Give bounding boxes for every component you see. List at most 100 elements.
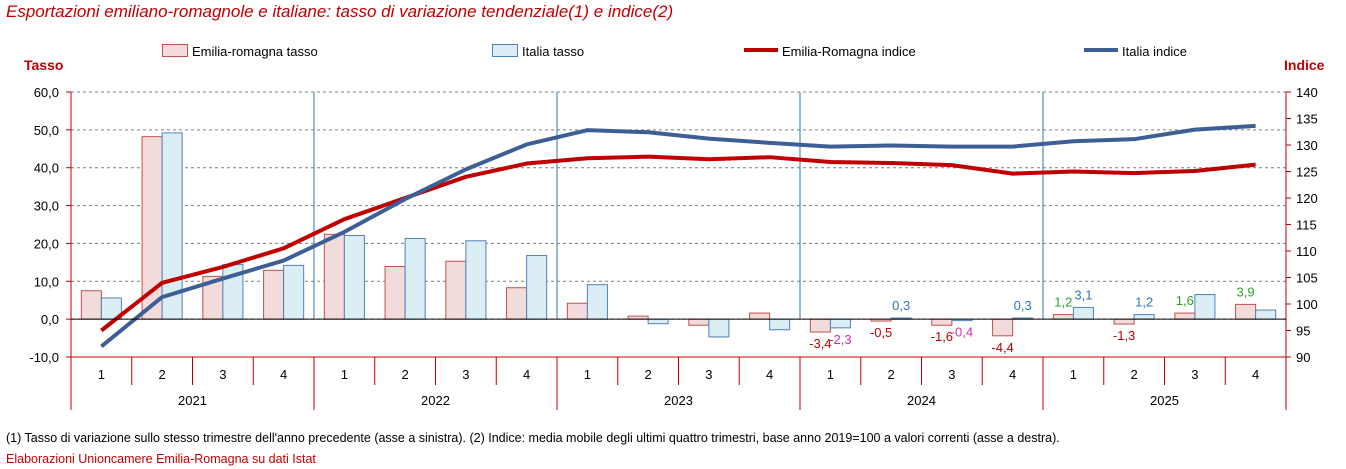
bar-er-tasso <box>992 318 1014 337</box>
x-tick-label: 4 <box>766 367 773 382</box>
data-label: 1,6 <box>1176 293 1194 308</box>
y-left-tick-label: 30,0 <box>34 199 59 214</box>
legend-swatch-it-tasso <box>492 44 518 57</box>
x-tick-label: 1 <box>827 367 834 382</box>
x-tick-label: 2 <box>645 367 652 382</box>
bar-er-tasso <box>688 318 710 326</box>
data-label: 3,1 <box>1074 287 1092 302</box>
x-tick-label: 3 <box>948 367 955 382</box>
bar-it-tasso <box>647 318 669 325</box>
x-tick-label: 1 <box>1070 367 1077 382</box>
bar-it-tasso <box>1255 309 1277 320</box>
x-tick-label: 4 <box>1009 367 1016 382</box>
legend-item-er-indice: Emilia-Romagna indice <box>744 44 916 59</box>
y-left-tick-label: 60,0 <box>34 85 59 100</box>
x-tick-label: 1 <box>341 367 348 382</box>
x-tick-label: 3 <box>219 367 226 382</box>
year-label: 2024 <box>907 393 936 408</box>
bar-er-tasso <box>323 233 345 320</box>
y-right-tick-label: 125 <box>1296 165 1318 180</box>
legend-swatch-er-indice <box>744 48 778 52</box>
source-note: Elaborazioni Unioncamere Emilia-Romagna … <box>6 452 316 466</box>
bar-er-tasso <box>263 269 285 320</box>
bar-er-tasso <box>445 260 467 320</box>
bar-er-tasso <box>384 266 406 320</box>
line-it-indice <box>100 123 1256 348</box>
y-left-tick-label: 50,0 <box>34 123 59 138</box>
x-tick-label: 4 <box>1252 367 1259 382</box>
bar-it-tasso <box>465 240 487 320</box>
data-label: 0,3 <box>892 298 910 313</box>
legend-item-it-tasso: Italia tasso <box>492 44 584 59</box>
bar-er-tasso <box>566 302 588 320</box>
y-right-tick-label: 110 <box>1296 244 1317 259</box>
data-label: 1,2 <box>1054 295 1072 310</box>
x-tick-label: 4 <box>280 367 287 382</box>
year-label: 2023 <box>664 393 693 408</box>
bar-er-tasso <box>1113 318 1135 325</box>
data-label: -1,3 <box>1113 328 1135 343</box>
y-right-tick-label: 100 <box>1296 297 1318 312</box>
y-right-tick-label: 140 <box>1296 85 1318 100</box>
legend-label: Italia tasso <box>522 44 585 59</box>
x-tick-label: 2 <box>888 367 895 382</box>
x-tick-label: 1 <box>98 367 105 382</box>
bar-it-tasso <box>769 318 791 331</box>
y-left-tick-label: -10,0 <box>29 350 59 365</box>
bar-er-tasso <box>809 318 831 333</box>
bar-it-tasso <box>526 255 548 320</box>
y-left-tick-label: 40,0 <box>34 161 59 176</box>
bar-it-tasso <box>708 318 730 338</box>
bar-it-tasso <box>343 234 365 320</box>
legend-label: Emilia-Romagna indice <box>782 44 916 59</box>
x-tick-label: 4 <box>523 367 530 382</box>
x-tick-label: 2 <box>402 367 409 382</box>
bar-it-tasso <box>1072 306 1094 320</box>
y-right-tick-label: 135 <box>1296 112 1318 127</box>
bar-er-tasso <box>506 287 528 320</box>
right-axis-title: Indice <box>1284 57 1325 73</box>
bar-er-tasso <box>931 318 953 326</box>
legend-item-er-tasso: Emilia-romagna tasso <box>162 44 318 59</box>
y-right-tick-label: 90 <box>1296 350 1310 365</box>
y-right-tick-label: 95 <box>1296 324 1310 339</box>
data-label: -4,4 <box>991 340 1013 355</box>
data-label: -2,3 <box>829 332 851 347</box>
legend-swatch-it-indice <box>1084 48 1118 52</box>
x-tick-label: 2 <box>1131 367 1138 382</box>
bar-it-tasso <box>1194 294 1216 320</box>
legend-swatch-er-tasso <box>162 44 188 57</box>
x-tick-label: 3 <box>705 367 712 382</box>
bar-er-tasso <box>1235 303 1257 320</box>
data-label: 1,2 <box>1135 295 1153 310</box>
bar-it-tasso <box>1133 314 1155 320</box>
footnote: (1) Tasso di variazione sullo stesso tri… <box>6 431 1060 445</box>
y-right-tick-label: 115 <box>1296 218 1317 233</box>
y-right-tick-label: 130 <box>1296 138 1318 153</box>
x-tick-label: 3 <box>1191 367 1198 382</box>
x-tick-label: 2 <box>159 367 166 382</box>
x-tick-label: 3 <box>462 367 469 382</box>
chart-title: Esportazioni emiliano-romagnole e italia… <box>6 2 674 21</box>
year-label: 2021 <box>178 393 207 408</box>
x-tick-label: 1 <box>584 367 591 382</box>
legend-item-it-indice: Italia indice <box>1084 44 1187 59</box>
y-right-tick-label: 120 <box>1296 191 1318 206</box>
bar-it-tasso <box>829 318 851 329</box>
data-label: -0,4 <box>951 325 973 340</box>
bar-it-tasso <box>586 284 608 320</box>
legend-label: Emilia-romagna tasso <box>192 44 318 59</box>
y-left-tick-label: 20,0 <box>34 236 59 251</box>
data-label: 0,3 <box>1014 298 1032 313</box>
bar-er-tasso <box>1052 314 1074 320</box>
bar-er-tasso <box>749 312 771 320</box>
left-axis-title: Tasso <box>24 57 64 73</box>
year-label: 2022 <box>421 393 450 408</box>
y-left-tick-label: 10,0 <box>34 274 59 289</box>
data-label: 3,9 <box>1237 284 1255 299</box>
legend-label: Italia indice <box>1122 44 1188 59</box>
y-right-tick-label: 105 <box>1296 271 1318 286</box>
year-label: 2025 <box>1150 393 1179 408</box>
data-label: -3,4 <box>809 336 831 351</box>
